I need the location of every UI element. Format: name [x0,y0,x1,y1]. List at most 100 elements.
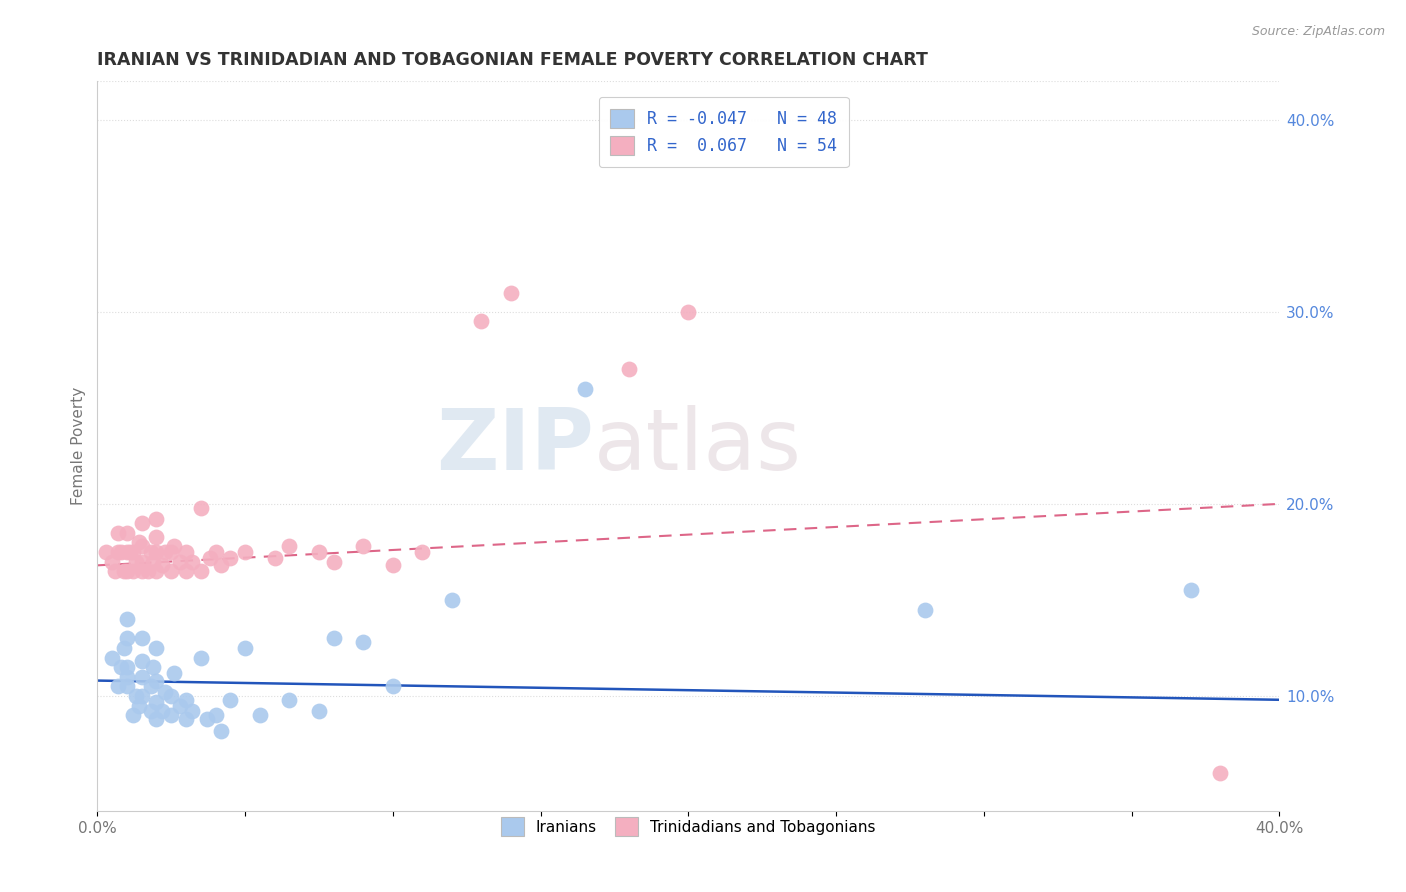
Point [160,689,183,703]
Point [131,689,153,703]
Point [112,564,135,578]
Point [180,554,202,568]
Point [174,693,197,707]
Point [131,564,153,578]
Point [160,545,183,559]
Point [180,704,202,718]
Point [150,558,173,573]
Text: ZIP: ZIP [436,405,593,488]
Point [160,708,183,723]
Point [121,708,143,723]
Point [470,314,492,328]
Point [411,545,433,559]
Point [381,679,404,693]
Point [115,612,138,626]
Point [139,679,162,693]
Point [308,545,330,559]
Point [163,665,186,680]
Text: IRANIAN VS TRINIDADIAN AND TOBAGONIAN FEMALE POVERTY CORRELATION CHART: IRANIAN VS TRINIDADIAN AND TOBAGONIAN FE… [97,51,928,69]
Point [169,554,191,568]
Point [145,529,167,543]
Point [499,285,522,300]
Point [131,554,153,568]
Point [115,525,138,540]
Point [118,545,141,559]
Point [145,512,167,526]
Point [219,693,242,707]
Point [110,660,132,674]
Point [115,679,138,693]
Point [131,516,153,530]
Point [352,539,374,553]
Point [278,539,301,553]
Point [125,554,148,568]
Point [115,660,138,674]
Point [278,693,301,707]
Point [112,640,135,655]
Point [249,708,271,723]
Point [381,558,404,573]
Point [125,689,148,703]
Point [104,564,127,578]
Point [1209,765,1232,780]
Point [190,564,212,578]
Point [155,545,177,559]
Point [139,545,162,559]
Point [128,698,150,713]
Point [107,525,129,540]
Point [440,593,463,607]
Point [145,695,167,709]
Point [174,545,197,559]
Point [121,545,143,559]
Text: Source: ZipAtlas.com: Source: ZipAtlas.com [1251,25,1385,38]
Point [308,704,330,718]
Point [190,650,212,665]
Point [678,305,700,319]
Point [219,550,242,565]
Point [131,539,153,553]
Point [145,640,167,655]
Point [160,564,183,578]
Point [1180,583,1202,598]
Point [169,698,191,713]
Legend: Iranians, Trinidadians and Tobagonians: Iranians, Trinidadians and Tobagonians [494,810,883,844]
Point [619,362,641,376]
Point [115,545,138,559]
Point [155,685,177,699]
Point [322,632,344,646]
Point [352,635,374,649]
Point [145,712,167,726]
Point [107,545,129,559]
Point [204,708,226,723]
Point [96,545,118,559]
Point [233,545,256,559]
Point [233,640,256,655]
Point [128,535,150,549]
Point [914,602,936,616]
Point [174,712,197,726]
Point [322,554,344,568]
Point [574,382,596,396]
Point [145,564,167,578]
Point [195,712,218,726]
Point [145,673,167,688]
Point [150,704,173,718]
Point [145,545,167,559]
Point [121,564,143,578]
Point [136,564,159,578]
Point [115,564,138,578]
Point [101,650,124,665]
Point [131,654,153,668]
Point [107,679,129,693]
Y-axis label: Female Poverty: Female Poverty [72,387,86,506]
Point [131,632,153,646]
Point [142,554,165,568]
Point [131,670,153,684]
Point [190,500,212,515]
Point [110,545,132,559]
Point [198,550,221,565]
Point [139,704,162,718]
Point [174,564,197,578]
Point [101,554,124,568]
Text: atlas: atlas [593,405,801,488]
